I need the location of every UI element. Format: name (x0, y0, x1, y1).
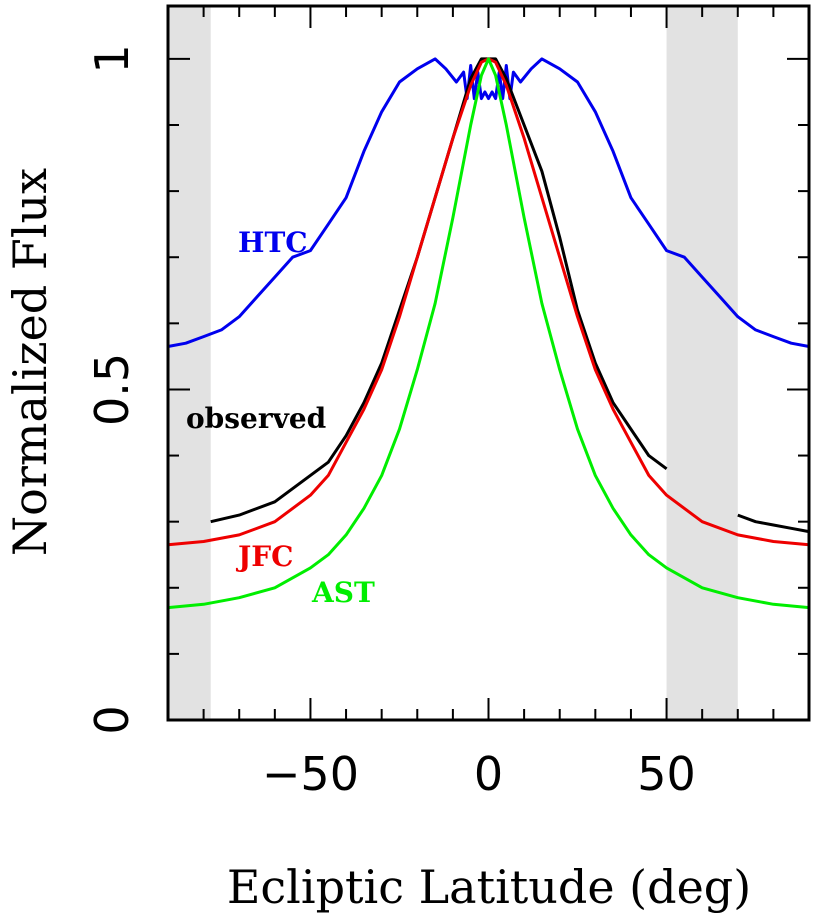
label-htc: HTC (238, 226, 308, 259)
x-tick-label: 50 (637, 747, 696, 801)
x-tick-label: 0 (474, 747, 503, 801)
shaded-region-1 (168, 6, 211, 720)
shaded-region-2 (666, 6, 738, 720)
x-axis-title: Ecliptic Latitude (deg) (227, 860, 751, 914)
y-tick-label: 0.5 (85, 353, 139, 426)
shaded-regions (168, 6, 738, 720)
y-tick-label: 0 (85, 705, 139, 734)
series-lines (167, 57, 810, 610)
label-ast: AST (311, 576, 375, 609)
y-axis-title: Normalized Flux (3, 168, 57, 556)
label-observed: observed (186, 402, 326, 435)
series-line-htc (167, 57, 810, 348)
series-line-ast (167, 57, 810, 610)
label-jfc: JFC (235, 540, 293, 573)
y-tick-label: 1 (85, 44, 139, 73)
series-line-observed-2 (737, 513, 810, 534)
x-tick-label: −50 (262, 747, 359, 801)
series-line-observed-1 (210, 57, 668, 524)
tick-labels: −50 0 50 0 0.5 1 (85, 44, 696, 801)
axis-ticks (168, 6, 809, 721)
